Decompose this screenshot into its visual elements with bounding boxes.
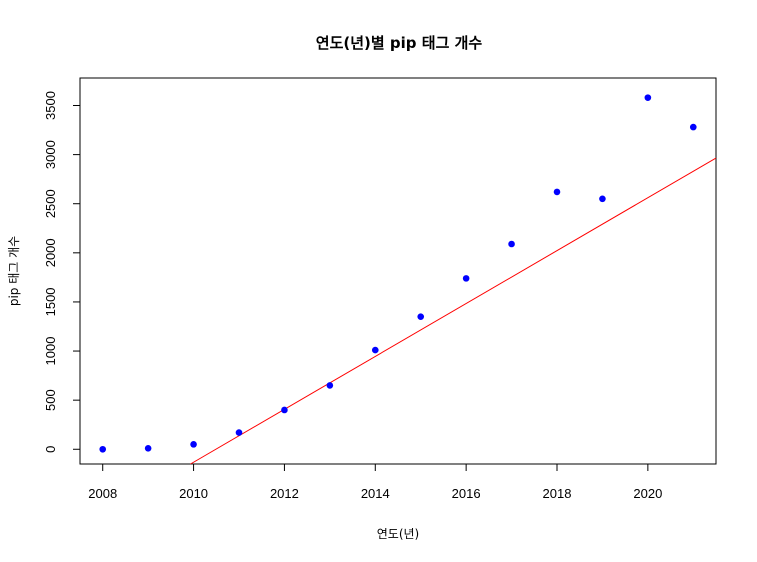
data-point xyxy=(371,346,379,354)
data-point xyxy=(417,313,425,320)
data-point xyxy=(190,441,197,448)
y-tick-label: 500 xyxy=(43,389,58,411)
y-axis-label: pip 태그 개수 xyxy=(7,236,21,306)
data-point xyxy=(99,445,107,453)
regression-line xyxy=(190,157,717,465)
x-tick-label: 2010 xyxy=(179,486,208,501)
plot-frame xyxy=(79,77,717,465)
x-tick-label: 2016 xyxy=(452,486,481,501)
data-point xyxy=(553,188,561,196)
x-tick-label: 2018 xyxy=(543,486,572,501)
data-point xyxy=(508,240,515,248)
y-tick-label: 3500 xyxy=(43,91,58,120)
y-tick-label: 0 xyxy=(43,446,58,453)
data-point xyxy=(599,195,606,203)
fit-line-layer xyxy=(190,157,717,465)
data-point xyxy=(144,444,152,452)
x-axis: 2008 2010 2012 2014 2016 2018 2020 xyxy=(88,463,662,501)
y-tick-label: 1000 xyxy=(43,337,58,366)
data-point xyxy=(689,123,697,131)
data-point xyxy=(235,429,243,436)
x-axis-label: 연도(년) xyxy=(377,527,419,541)
y-tick-label: 3000 xyxy=(43,140,58,169)
data-point xyxy=(281,406,288,414)
data-point xyxy=(326,382,334,389)
x-tick-label: 2008 xyxy=(88,486,117,501)
x-tick-label: 2014 xyxy=(361,486,390,501)
data-point xyxy=(462,275,470,282)
y-axis: 0 500 1000 1500 2000 2500 3000 3500 xyxy=(43,91,81,453)
chart-title: 연도(년)별 pip 태그 개수 xyxy=(316,34,483,52)
y-tick-label: 1500 xyxy=(43,287,58,316)
y-tick-label: 2500 xyxy=(43,189,58,218)
x-tick-label: 2012 xyxy=(270,486,299,501)
points-layer xyxy=(99,94,697,453)
y-tick-label: 2000 xyxy=(43,238,58,267)
data-point xyxy=(644,94,652,101)
x-tick-label: 2020 xyxy=(633,486,662,501)
